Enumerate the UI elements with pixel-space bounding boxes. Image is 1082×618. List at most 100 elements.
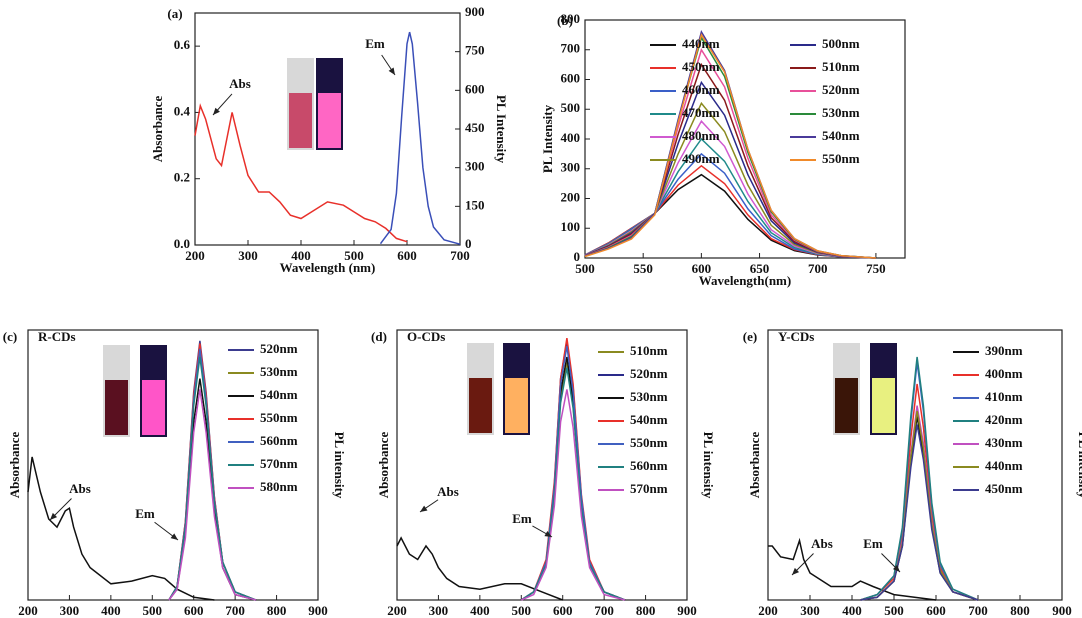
y2-axis-label: PL intensity [332,432,347,499]
series-line [768,537,937,601]
arrow-head [170,533,178,540]
y-tick-label: 0.4 [174,103,191,118]
series-line [520,337,626,601]
x-tick-label: 200 [758,603,778,618]
y2-axis-label: PL intensity [1076,432,1082,499]
x-axis-label: Wavelength (nm) [280,260,376,275]
x-tick-label: 500 [884,603,904,618]
legend-label: 550nm [630,435,668,450]
y2-tick-label: 150 [465,197,485,212]
x-axis-label: Wavelength(nm) [869,615,961,618]
x-tick-label: 600 [553,603,573,618]
y-tick-label: 300 [561,160,581,175]
legend-label: 550nm [260,410,298,425]
annotation: Abs [69,481,91,496]
series-line [860,424,979,601]
legend-label: 440nm [985,458,1023,473]
arrow-head [420,505,428,512]
series-line [379,31,461,245]
arrow-head [892,564,900,572]
legend-label: 520nm [630,366,668,381]
y2-tick-label: 750 [465,43,485,58]
legend-label: 560nm [260,433,298,448]
legend-label: 450nm [682,59,720,74]
x-tick-label: 900 [308,603,328,618]
x-tick-label: 300 [60,603,80,618]
y2-axis-label: PL intensity [701,432,716,499]
arrow-head [792,567,800,575]
y-tick-label: 100 [561,219,581,234]
x-tick-label: 900 [1052,603,1072,618]
annotation: Abs [437,484,459,499]
legend-label: 520nm [260,341,298,356]
legend-label: 540nm [630,412,668,427]
series-line [584,152,876,259]
legend-label: 510nm [822,59,860,74]
panel-label: (a) [167,6,182,21]
series-line [860,383,979,601]
legend-label: 450nm [985,481,1023,496]
series-line [396,536,563,601]
arrow-head [544,530,552,537]
x-tick-label: 700 [808,261,828,276]
panel-label: (d) [371,329,387,344]
legend-label: 550nm [822,151,860,166]
series-line [168,389,257,601]
y-axis-label: Absorbance [376,432,391,499]
x-axis-label: Wavelength(nm) [127,615,219,618]
legend-label: 490nm [682,151,720,166]
vial-liquid [835,378,858,433]
x-tick-label: 550 [633,261,653,276]
legend-label: 520nm [822,82,860,97]
x-tick-label: 800 [1010,603,1030,618]
legend-label: 530nm [630,389,668,404]
legend-label: 480nm [682,128,720,143]
panel-label: (b) [557,13,573,28]
x-tick-label: 300 [429,603,449,618]
series-line [27,456,215,601]
x-tick-label: 700 [450,248,470,263]
vial-liquid [142,380,165,435]
legend-label: 440nm [682,36,720,51]
series-line [521,389,626,601]
y2-tick-label: 900 [465,4,485,19]
annotation: Abs [811,536,833,551]
x-tick-label: 200 [18,603,38,618]
series-line [168,356,257,601]
x-tick-label: 500 [143,603,163,618]
y2-axis-label: PL Intensity [494,95,509,164]
x-tick-label: 700 [225,603,245,618]
y-axis-label: Absorbance [150,96,165,163]
x-tick-label: 300 [238,248,258,263]
x-tick-label: 400 [842,603,862,618]
annotation: Em [135,506,155,521]
y-tick-label: 0.6 [174,37,191,52]
sample-label: Y-CDs [778,329,814,344]
x-tick-label: 600 [397,248,417,263]
x-tick-label: 800 [636,603,656,618]
series-line [520,346,626,601]
x-tick-label: 750 [866,261,886,276]
x-tick-label: 600 [926,603,946,618]
y-tick-label: 0 [574,249,581,264]
x-tick-label: 800 [267,603,287,618]
legend-label: 530nm [260,364,298,379]
series-line [584,33,876,259]
legend-label: 470nm [682,105,720,120]
y-axis-label: Absorbance [7,432,22,499]
legend-label: 430nm [985,435,1023,450]
x-tick-label: 700 [968,603,988,618]
y2-tick-label: 0 [465,236,472,251]
legend-label: 400nm [985,366,1023,381]
panel-label: (e) [743,329,757,344]
x-axis-label: Wavelength(nm) [699,273,791,288]
x-tick-label: 500 [344,248,364,263]
annotation: Em [365,36,385,51]
y-axis-label: Absorbance [747,432,762,499]
vial-liquid [289,93,312,148]
y-tick-label: 600 [561,70,581,85]
legend-label: 560nm [630,458,668,473]
y2-tick-label: 300 [465,159,485,174]
y-tick-label: 500 [561,100,581,115]
